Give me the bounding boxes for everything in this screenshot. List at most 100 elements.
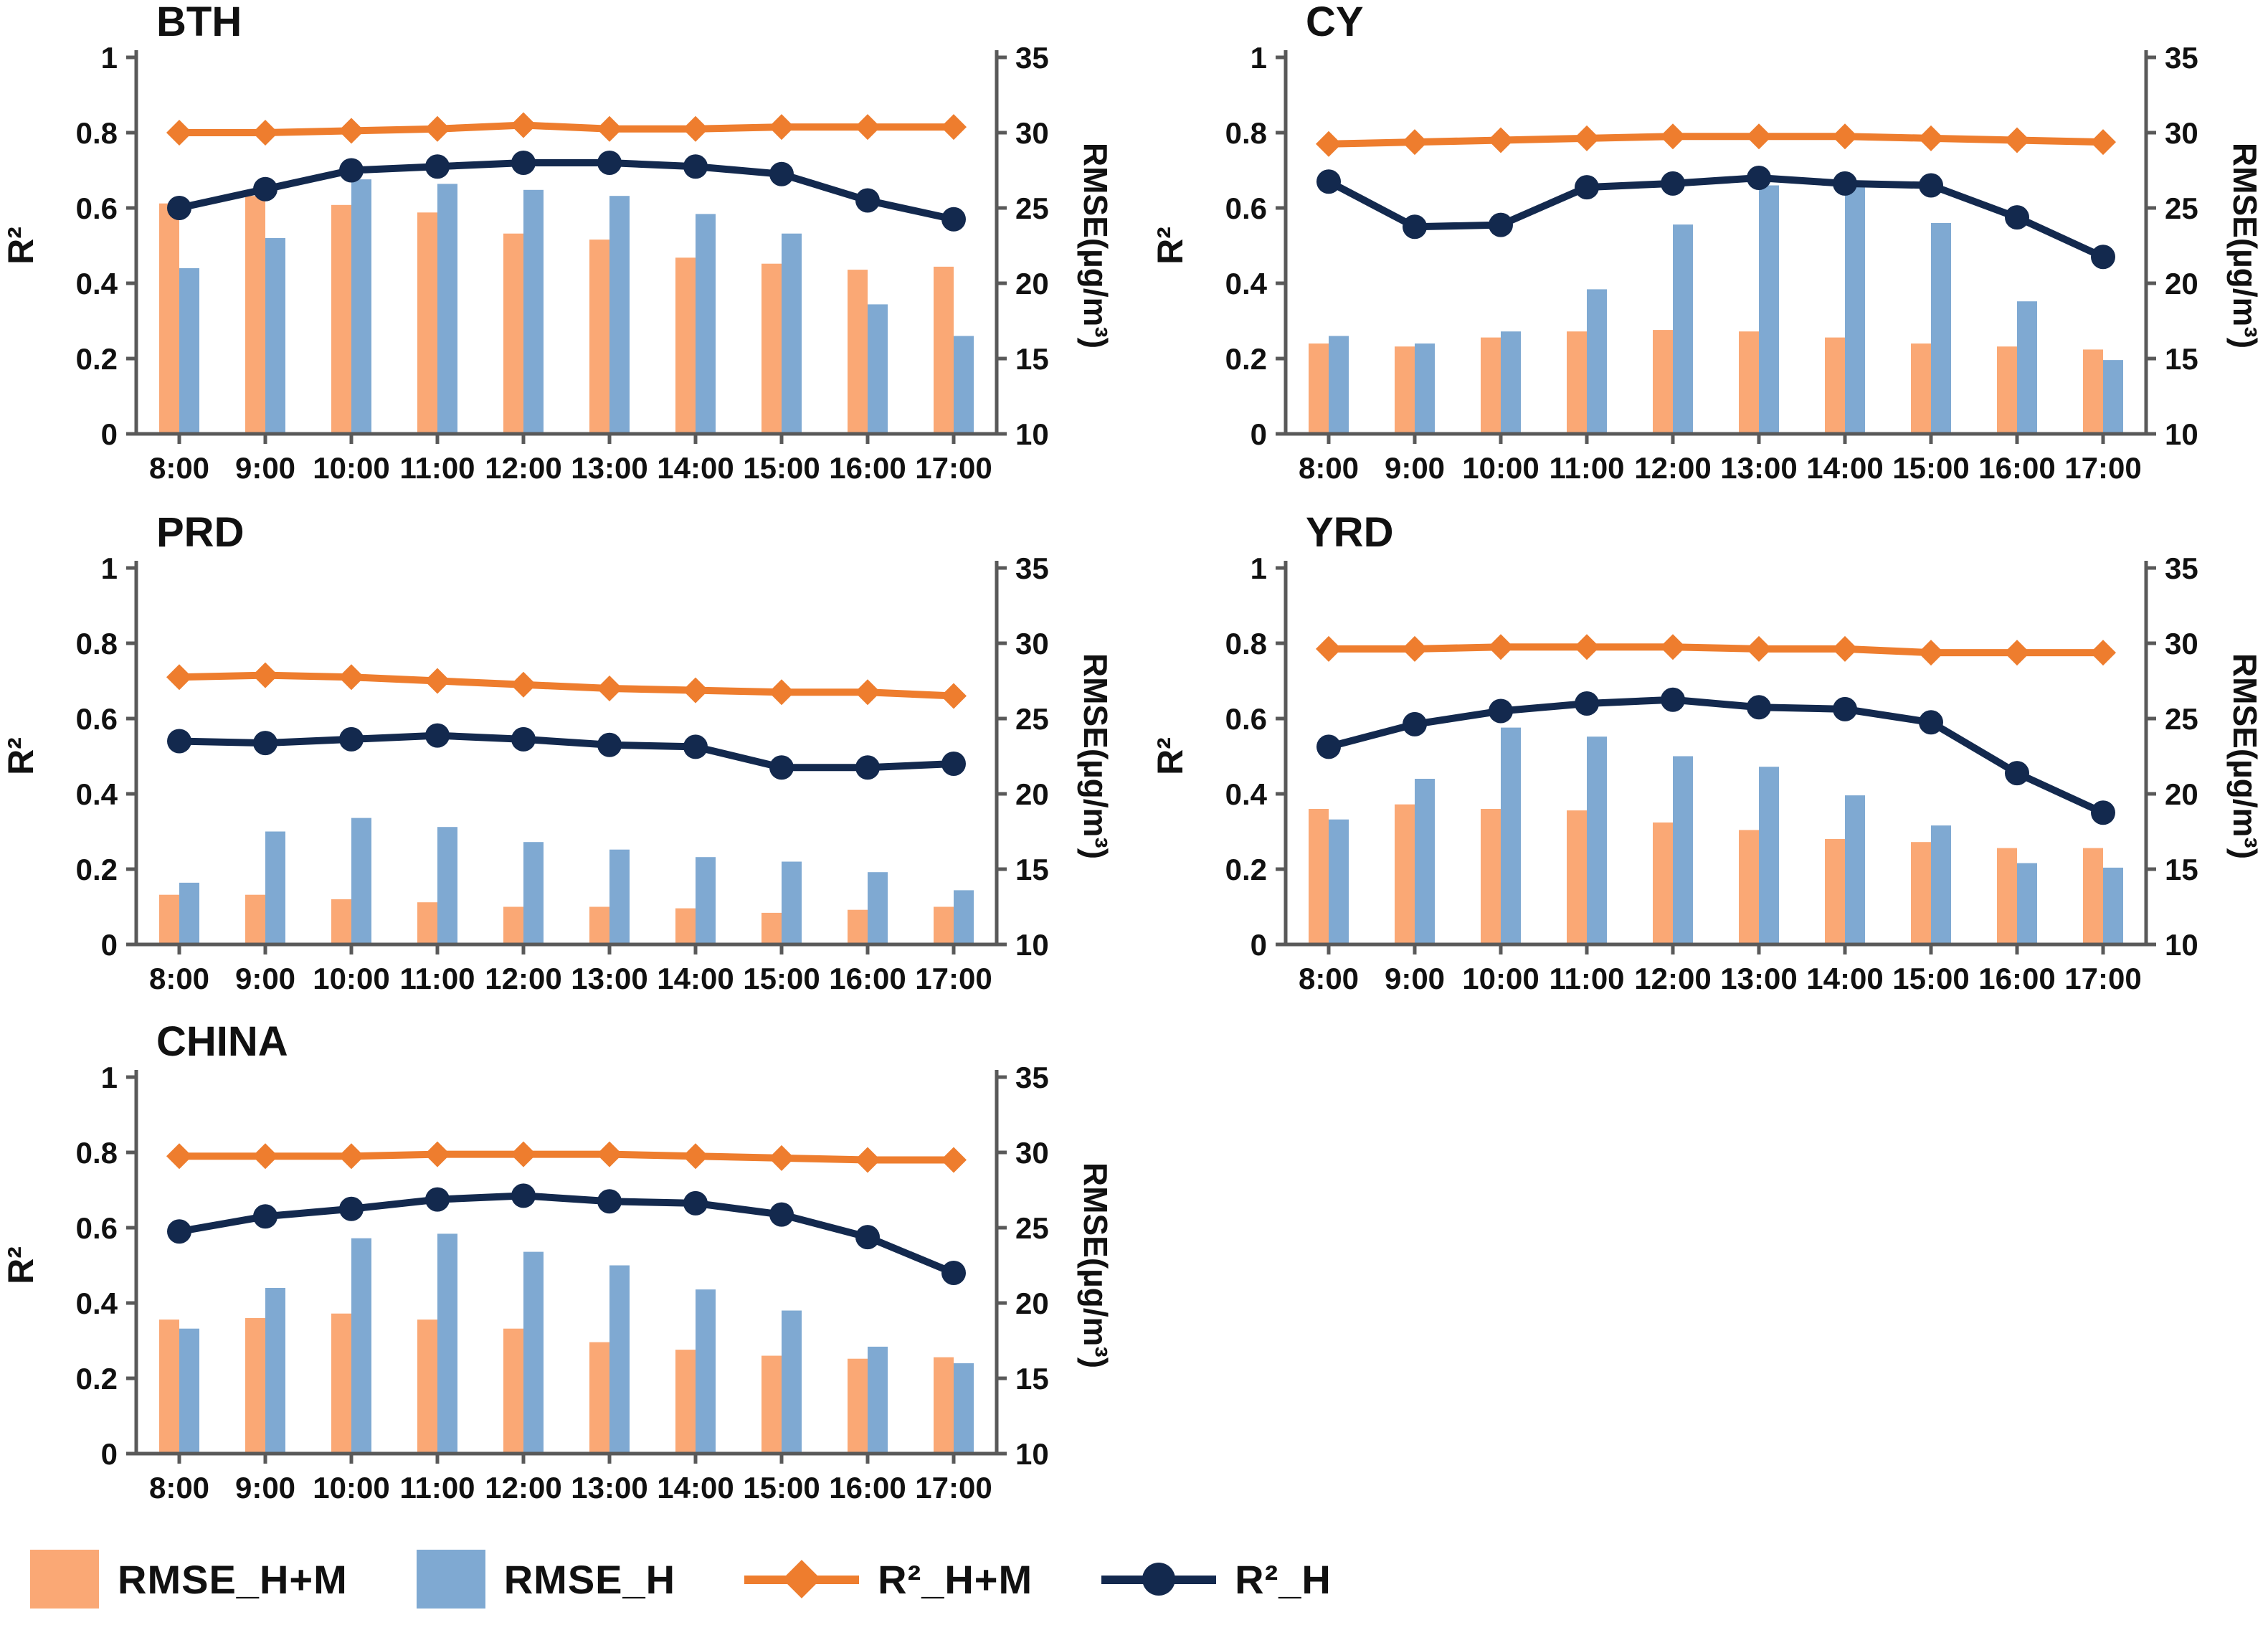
axes (126, 1070, 1007, 1464)
svg-text:13:00: 13:00 (1720, 962, 1797, 995)
svg-text:12:00: 12:00 (1634, 451, 1711, 485)
svg-text:10: 10 (1015, 417, 1049, 451)
svg-text:25: 25 (1015, 1211, 1049, 1245)
svg-text:0.4: 0.4 (76, 267, 118, 300)
svg-text:12:00: 12:00 (485, 451, 561, 485)
svg-text:11:00: 11:00 (399, 1471, 475, 1505)
tick-labels: 1 0.8 0.6 0.4 0.2 0 35 30 25 20 15 10 8:00 9:00 10:00 1… (76, 41, 1049, 485)
chart-title: CY (1306, 0, 1364, 45)
svg-text:12:00: 12:00 (485, 1471, 561, 1505)
svg-text:R²: R² (1150, 227, 1190, 265)
svg-text:0.6: 0.6 (76, 1211, 118, 1245)
svg-text:0: 0 (101, 928, 118, 962)
svg-text:10: 10 (2165, 417, 2198, 451)
svg-text:0.2: 0.2 (1225, 342, 1267, 376)
svg-text:9:00: 9:00 (1385, 451, 1445, 485)
svg-text:8:00: 8:00 (149, 962, 209, 995)
chart-yrd-svg: YRD 1 0.8 0.6 0.4 0.2 0 35 30 25 20 15 10 8:00 9:00 10:… (1150, 509, 2264, 995)
svg-text:9:00: 9:00 (235, 451, 295, 485)
svg-text:11:00: 11:00 (399, 451, 475, 485)
legend-label-rmse-hm: RMSE_H+M (118, 1556, 348, 1602)
svg-text:30: 30 (2165, 627, 2198, 660)
bars-rmse-hm (1309, 804, 2103, 944)
svg-text:8:00: 8:00 (149, 451, 209, 485)
svg-text:16:00: 16:00 (1978, 962, 2055, 995)
svg-text:0.4: 0.4 (76, 1287, 118, 1320)
line-r2-h (167, 723, 966, 780)
svg-text:0.6: 0.6 (76, 191, 118, 225)
svg-text:0.6: 0.6 (1225, 702, 1267, 736)
r2-h-marker-icon (1101, 1550, 1217, 1609)
svg-text:12:00: 12:00 (1634, 962, 1711, 995)
legend-item-rmse-h: RMSE_H (416, 1550, 675, 1609)
svg-text:0.2: 0.2 (76, 853, 118, 886)
axis-titles: R² RMSE(µg/m³) (1, 653, 1114, 859)
svg-text:0.2: 0.2 (76, 342, 118, 376)
svg-text:10: 10 (1015, 1437, 1049, 1471)
svg-text:25: 25 (2165, 702, 2198, 736)
svg-text:9:00: 9:00 (1385, 962, 1445, 995)
bars-rmse-h (1329, 185, 2123, 434)
svg-text:0.4: 0.4 (1225, 777, 1268, 811)
svg-text:1: 1 (1251, 41, 1267, 75)
line-r2-h (167, 151, 966, 232)
svg-text:0.4: 0.4 (76, 777, 118, 811)
svg-text:15:00: 15:00 (743, 962, 820, 995)
svg-text:11:00: 11:00 (1549, 451, 1624, 485)
svg-text:16:00: 16:00 (829, 1471, 906, 1505)
axis-titles: R² RMSE(µg/m³) (1, 143, 1114, 349)
svg-text:0.8: 0.8 (1225, 116, 1267, 150)
bars-rmse-h (179, 818, 974, 944)
chart-bth: BTH 1 0.8 0.6 0.4 0.2 0 35 30 25 20 15 10 8:00 9:00 10:… (0, 0, 1119, 506)
svg-text:14:00: 14:00 (657, 962, 734, 995)
line-r2-hm (166, 662, 967, 709)
svg-text:0.2: 0.2 (76, 1362, 118, 1396)
svg-text:30: 30 (1015, 1136, 1049, 1170)
svg-text:0.8: 0.8 (1225, 627, 1267, 660)
legend-item-r2-h: R²_H (1101, 1550, 1332, 1609)
legend-item-rmse-hm: RMSE_H+M (30, 1550, 348, 1609)
axis-titles: R² RMSE(µg/m³) (1, 1162, 1114, 1368)
svg-text:0.2: 0.2 (1225, 853, 1267, 886)
svg-text:8:00: 8:00 (1299, 451, 1359, 485)
svg-text:20: 20 (2165, 267, 2198, 300)
svg-text:35: 35 (1015, 551, 1049, 585)
svg-text:R²: R² (1150, 737, 1190, 775)
chart-title: CHINA (156, 1018, 288, 1065)
bars-rmse-h (179, 1233, 974, 1454)
svg-text:10: 10 (1015, 928, 1049, 962)
chart-bth-svg: BTH 1 0.8 0.6 0.4 0.2 0 35 30 25 20 15 10 8:00 9:00 10:… (1, 0, 1114, 485)
svg-text:17:00: 17:00 (915, 1471, 992, 1505)
svg-text:0.6: 0.6 (1225, 191, 1267, 225)
axis-titles: R² RMSE(µg/m³) (1150, 653, 2264, 859)
svg-text:17:00: 17:00 (915, 451, 992, 485)
svg-text:16:00: 16:00 (829, 451, 906, 485)
bars-rmse-hm (159, 894, 954, 944)
rmse-hm-swatch-icon (30, 1550, 99, 1609)
svg-text:0: 0 (101, 1437, 118, 1471)
svg-text:RMSE(µg/m³): RMSE(µg/m³) (1077, 653, 1114, 859)
legend: RMSE_H+M RMSE_H R²_H+M R²_H (30, 1542, 1332, 1616)
line-r2-hm (166, 112, 967, 146)
svg-text:YRD: YRD (1306, 511, 1393, 556)
svg-text:12:00: 12:00 (485, 962, 561, 995)
svg-text:10:00: 10:00 (313, 1471, 389, 1505)
svg-text:16:00: 16:00 (1978, 451, 2055, 485)
svg-text:20: 20 (1015, 777, 1049, 811)
svg-text:0: 0 (101, 417, 118, 451)
svg-text:10:00: 10:00 (1462, 962, 1539, 995)
legend-label-r2-hm: R²_H+M (878, 1556, 1033, 1602)
svg-text:14:00: 14:00 (657, 1471, 734, 1505)
svg-text:R²: R² (1, 1246, 41, 1284)
legend-item-r2-hm: R²_H+M (744, 1550, 1033, 1609)
svg-text:8:00: 8:00 (1299, 962, 1359, 995)
svg-text:25: 25 (1015, 191, 1049, 225)
axes (126, 50, 1007, 444)
bars-rmse-hm (159, 1313, 954, 1454)
svg-text:1: 1 (101, 41, 118, 75)
svg-text:15: 15 (2165, 342, 2198, 376)
svg-text:15: 15 (1015, 853, 1049, 886)
svg-text:0.4: 0.4 (1225, 267, 1268, 300)
svg-text:CHINA: CHINA (156, 1020, 288, 1065)
